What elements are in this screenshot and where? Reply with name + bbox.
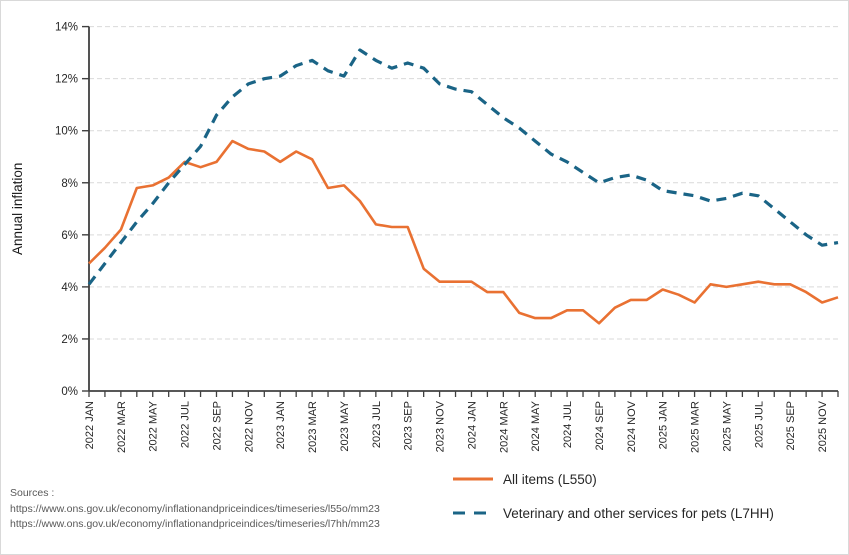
legend-label: All items (L550)	[503, 471, 597, 487]
y-tick-label: 4%	[61, 282, 78, 294]
y-tick-label: 8%	[61, 178, 78, 190]
x-tick-label: 2025 NOV	[817, 400, 829, 452]
sources-label: Sources :	[10, 487, 55, 499]
y-tick-label: 2%	[61, 334, 78, 346]
y-tick-label: 10%	[55, 126, 78, 138]
x-tick-label: 2023 JAN	[275, 401, 287, 449]
x-tick-label: 2023 JUL	[371, 401, 383, 448]
x-tick-label: 2022 MAY	[148, 400, 160, 451]
x-tick-label: 2023 NOV	[435, 400, 447, 452]
legend-label: Veterinary and other services for pets (…	[503, 505, 774, 521]
x-tick-label: 2025 JUL	[753, 401, 765, 448]
x-tick-label: 2024 MAR	[498, 401, 510, 453]
x-tick-label: 2025 JAN	[658, 401, 670, 449]
sources-block: Sources : https://www.ons.gov.uk/economy…	[10, 486, 380, 533]
x-tick-label: 2025 MAY	[721, 400, 733, 451]
x-tick-label: 2022 MAR	[116, 401, 128, 453]
x-tick-label: 2024 SEP	[594, 401, 606, 451]
x-tick-label: 2023 MAY	[339, 400, 351, 451]
y-tick-label: 14%	[55, 22, 78, 34]
dashed-line-swatch-icon	[453, 511, 493, 515]
x-tick-label: 2024 JAN	[466, 401, 478, 449]
y-tick-label: 0%	[61, 386, 78, 398]
source-url-l55o: https://www.ons.gov.uk/economy/inflation…	[10, 502, 380, 515]
y-tick-label: 6%	[61, 230, 78, 242]
x-tick-label: 2022 NOV	[243, 400, 255, 452]
y-tick-label: 12%	[55, 74, 78, 86]
x-tick-label: 2025 MAR	[690, 401, 702, 453]
x-tick-label: 2023 SEP	[403, 401, 415, 451]
x-tick-label: 2022 JUL	[180, 401, 192, 448]
y-axis-title: Annual inflation	[10, 163, 25, 255]
x-tick-label: 2022 JAN	[84, 401, 96, 449]
all-items-line	[88, 139, 839, 325]
solid-line-swatch-icon	[453, 477, 493, 481]
source-url-l7hh: https://www.ons.gov.uk/economy/inflation…	[10, 518, 380, 530]
x-tick-label: 2024 MAY	[530, 400, 542, 451]
x-tick-label: 2023 MAR	[307, 401, 319, 453]
veterinary-line	[87, 48, 839, 286]
x-tick-label: 2022 SEP	[211, 401, 223, 451]
x-tick-label: 2025 SEP	[785, 401, 797, 451]
legend-item: Veterinary and other services for pets (…	[453, 503, 774, 523]
x-tick-label: 2024 JUL	[562, 401, 574, 448]
x-tick-label: 2024 NOV	[626, 400, 638, 452]
chart-legend: All items (L550) Veterinary and other ser…	[453, 469, 774, 523]
legend-item: All items (L550)	[453, 469, 774, 489]
